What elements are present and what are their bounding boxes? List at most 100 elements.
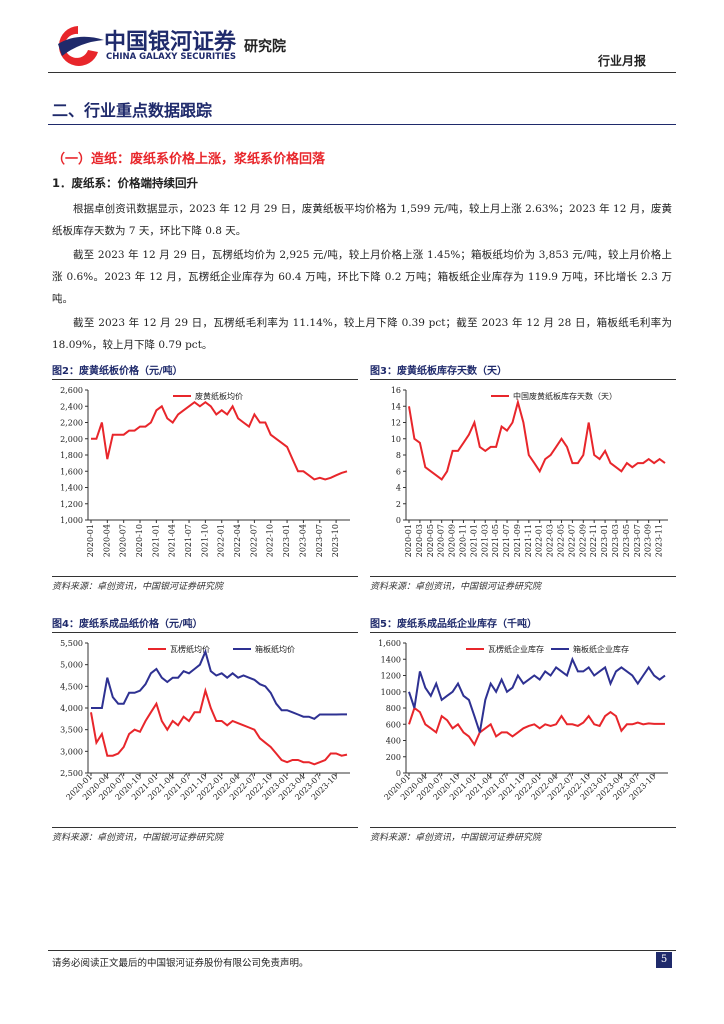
y-tick-label: 4,500 — [60, 682, 83, 691]
y-tick-label: 2 — [396, 500, 401, 509]
line — [408, 656, 666, 733]
item-title: 1．废纸系：价格端持续回升 — [52, 176, 199, 190]
logo — [58, 26, 104, 66]
y-tick-label: 1,400 — [60, 484, 83, 493]
y-tick-label: 1,600 — [378, 639, 401, 648]
x-tick-label: 2020-01 — [86, 524, 95, 557]
figure: 图5：废纸系成品纸企业库存（千吨） 0 200 400 600 800 1000 1200 1… — [370, 615, 676, 843]
x-tick-label: 2023-04 — [298, 524, 307, 557]
figure: 图4：废纸系成品纸价格（元/吨） 2,500 3,000 3,500 4,000 4,5… — [52, 615, 358, 843]
report-type: 行业月报 — [598, 54, 647, 68]
x-tick-label: 2022-05 — [557, 524, 566, 557]
y-tick-label: 3,000 — [60, 747, 83, 756]
x-tick-label: 2023-11 — [655, 524, 664, 557]
x-tick-label: 2021-07 — [184, 524, 193, 557]
x-tick-label: 2023-10 — [331, 524, 340, 557]
y-tick-label: 16 — [391, 386, 401, 395]
y-tick-label: 1,800 — [60, 451, 83, 460]
x-tick-label: 2020-09 — [448, 524, 457, 557]
legend-label: 废黄纸板均价 — [195, 391, 243, 401]
figure-title: 图4：废纸系成品纸价格（元/吨） — [52, 615, 358, 633]
footer-rule — [48, 950, 676, 951]
figure: 图3：废黄纸板库存天数（天） 0 2 4 6 8 10 12 14 16 2020-01 2020-… — [370, 362, 676, 592]
x-tick-label: 2020-05 — [426, 524, 435, 557]
x-tick-label: 2022-01 — [217, 524, 226, 557]
paragraph: 根据卓创资讯数据显示，2023 年 12 月 29 日，废黄纸板平均价格为 1,… — [52, 203, 672, 237]
legend-label: 箱板纸企业库存 — [573, 644, 629, 654]
figure-source: 资料来源：卓创资讯，中国银河证券研究院 — [370, 827, 676, 843]
paragraph: 截至 2023 年 12 月 29 日，瓦楞纸均价为 2,925 元/吨，较上月… — [52, 249, 672, 305]
y-tick-label: 1000 — [381, 688, 401, 697]
y-tick-label: 2,000 — [60, 435, 83, 444]
x-tick-label: 2022-04 — [233, 524, 242, 557]
chart: 02004006008001000120014001,6002020-01202… — [378, 639, 668, 802]
x-tick-label: 2022-03 — [546, 524, 555, 557]
x-tick-label: 2022-07 — [249, 524, 258, 557]
x-tick-label: 2020-10 — [135, 524, 144, 557]
figure: 图2：废黄纸板价格（元/吨） 1,000 1,200 1,400 1,600 1,800… — [52, 362, 358, 592]
x-tick-label: 2021-04 — [168, 524, 177, 557]
x-tick-label: 2023-05 — [622, 524, 631, 557]
line — [91, 648, 347, 720]
y-tick-label: 800 — [386, 704, 401, 713]
x-tick-label: 2022-11 — [589, 524, 598, 557]
y-tick-label: 1,200 — [60, 500, 83, 509]
y-tick-label: 2,200 — [60, 419, 83, 428]
y-tick-label: 200 — [386, 753, 401, 762]
x-tick-label: 2020-01 — [404, 524, 413, 557]
x-tick-label: 2023-01 — [282, 524, 291, 557]
y-tick-label: 10 — [391, 435, 401, 444]
x-tick-label: 2023-03 — [611, 524, 620, 557]
x-tick-label: 2021-09 — [513, 524, 522, 557]
y-tick-label: 5,500 — [60, 639, 83, 648]
x-tick-label: 2021-01 — [151, 524, 160, 557]
line — [408, 398, 666, 481]
x-tick-label: 2022-01 — [535, 524, 544, 557]
y-tick-label: 1200 — [381, 672, 401, 681]
paragraph: 截至 2023 年 12 月 29 日，瓦楞纸毛利率为 11.14%，较上月下降… — [52, 317, 672, 351]
y-tick-label: 1,000 — [60, 516, 83, 525]
line — [90, 687, 348, 766]
x-tick-label: 2021-10 — [200, 524, 209, 557]
y-tick-label: 1400 — [381, 655, 401, 664]
y-tick-label: 12 — [391, 419, 401, 428]
y-tick-label: 2,400 — [60, 402, 83, 411]
x-tick-label: 2021-03 — [480, 524, 489, 557]
y-tick-label: 5,000 — [60, 661, 83, 670]
y-tick-label: 1,600 — [60, 467, 83, 476]
x-tick-label: 2021-01 — [469, 524, 478, 557]
x-tick-label: 2020-11 — [458, 524, 467, 557]
x-tick-label: 2021-07 — [502, 524, 511, 557]
chart: 2,5003,0003,5004,0004,5005,0005,5002020-… — [60, 639, 350, 802]
y-tick-label: 14 — [391, 402, 401, 411]
legend-label: 中国废黄纸板库存天数（天） — [513, 391, 617, 401]
x-tick-label: 2022-07 — [567, 524, 576, 557]
institute: 研究院 — [244, 39, 286, 55]
y-tick-label: 8 — [396, 451, 401, 460]
x-tick-label: 2020-07 — [119, 524, 128, 557]
section-rule — [48, 124, 676, 125]
y-tick-label: 0 — [396, 516, 401, 525]
y-tick-label: 0 — [396, 769, 401, 778]
y-tick-label: 600 — [386, 720, 401, 729]
x-tick-label: 2020-07 — [437, 524, 446, 557]
section-title: 二、行业重点数据跟踪 — [52, 101, 213, 120]
x-tick-label: 2021-05 — [491, 524, 500, 557]
chart: 1,000 1,200 1,400 1,600 1,800 2,000 2,200 2,400… — [60, 386, 350, 557]
y-tick-label: 4,000 — [60, 704, 83, 713]
x-tick-label: 2022-10 — [266, 524, 275, 557]
page-number: 5 — [656, 952, 672, 968]
figure-title: 图5：废纸系成品纸企业库存（千吨） — [370, 615, 676, 633]
y-tick-label: 2,600 — [60, 386, 83, 395]
y-tick-label: 4 — [396, 484, 401, 493]
x-tick-label: 2023-09 — [644, 524, 653, 557]
x-tick-label: 2023-07 — [315, 524, 324, 557]
x-tick-label: 2023-07 — [633, 524, 642, 557]
legend-label: 箱板纸均价 — [255, 644, 295, 654]
x-tick-label: 2020-04 — [102, 524, 111, 557]
y-tick-label: 2,500 — [60, 769, 83, 778]
x-tick-label: 2020-03 — [415, 524, 424, 557]
legend-label: 瓦楞纸均价 — [170, 644, 210, 654]
brand-cn: 中国银河证券 — [104, 30, 237, 55]
